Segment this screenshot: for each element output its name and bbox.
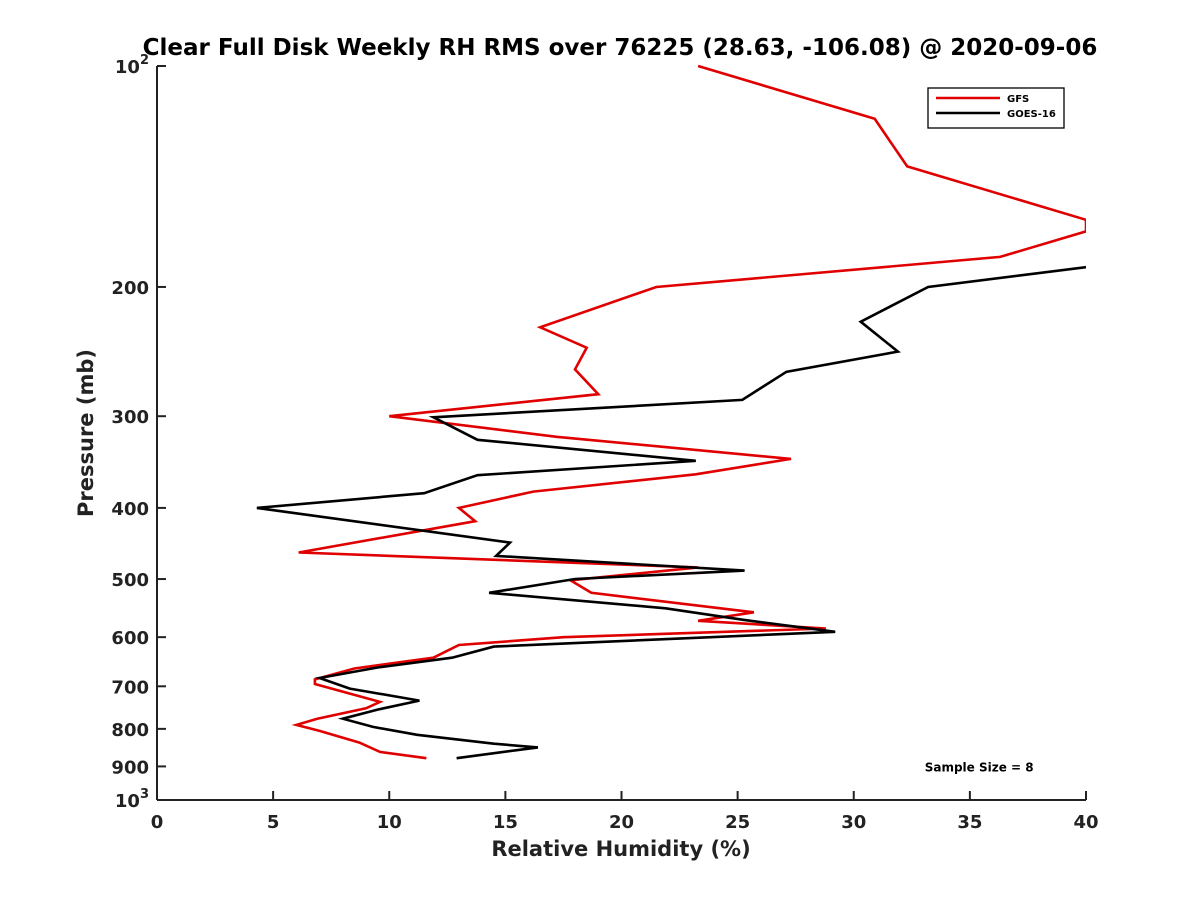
plot-area (256, 64, 1086, 760)
y-tick-label: 600 (111, 628, 149, 649)
x-tick-label: 10 (377, 812, 402, 833)
y-tick-label: 300 (111, 407, 149, 428)
x-tick-label: 15 (493, 812, 518, 833)
x-axis-label: Relative Humidity (%) (491, 837, 750, 861)
y-tick-label: 500 (111, 570, 149, 591)
y-tick-label: 900 (111, 757, 149, 778)
y-tick-label: 103 (115, 787, 149, 812)
legend-entry-label: GFS (1007, 94, 1029, 105)
legend-entry-label: GOES-16 (1007, 109, 1056, 120)
x-tick-label: 25 (725, 812, 750, 833)
legend-box (927, 87, 1065, 129)
x-tick-label: 0 (151, 812, 164, 833)
sample-size-annotation: Sample Size = 8 (925, 760, 1034, 774)
x-tick-label: 35 (957, 812, 982, 833)
y-tick-label: 200 (111, 278, 149, 299)
series-line-goes-16 (256, 265, 1086, 760)
x-tick-label: 5 (267, 812, 280, 833)
x-tick-label: 20 (609, 812, 634, 833)
axes: 0 5 10 15 20 25 30 35 40 102 200 300 400 500 600 700 800… (111, 53, 1098, 833)
annotations: Sample Size = 8 (925, 760, 1034, 774)
y-tick-label: 800 (111, 720, 149, 741)
y-axis-label: Pressure (mb) (74, 349, 98, 517)
x-tick-label: 40 (1073, 812, 1098, 833)
y-tick-label: 102 (115, 53, 149, 78)
legend: GFS GOES-16 (927, 87, 1065, 129)
series-line-gfs (291, 64, 1086, 760)
x-tick-label: 30 (841, 812, 866, 833)
y-tick-label: 700 (111, 677, 149, 698)
y-tick-label: 400 (111, 499, 149, 520)
chart-title: Clear Full Disk Weekly RH RMS over 76225… (143, 35, 1098, 61)
